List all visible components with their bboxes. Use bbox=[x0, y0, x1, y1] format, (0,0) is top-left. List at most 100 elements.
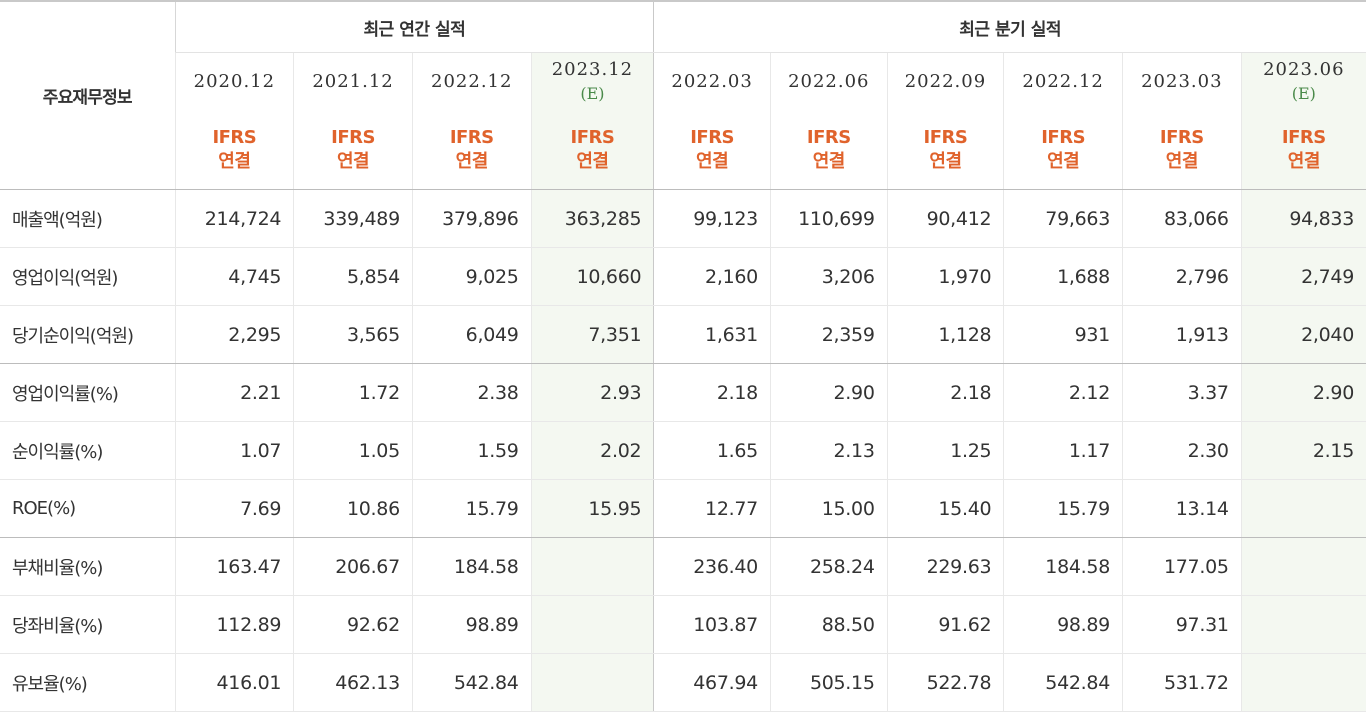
accounting-standard-header: IFRS 연결 bbox=[886, 111, 1004, 190]
metric-value: 542.84 bbox=[1003, 653, 1123, 712]
metric-value: 97.31 bbox=[1121, 595, 1242, 654]
metric-value: 91.62 bbox=[886, 595, 1004, 654]
accounting-standard-header: IFRS 연결 bbox=[530, 111, 654, 190]
estimate-marker: (E) bbox=[580, 84, 605, 103]
metric-value: 258.24 bbox=[769, 537, 888, 596]
metric-label: 매출액(억원) bbox=[0, 189, 176, 248]
metric-value: 184.58 bbox=[411, 537, 532, 596]
standard-type: IFRS bbox=[1159, 127, 1204, 148]
standard-type: IFRS bbox=[806, 127, 851, 148]
metric-value: 83,066 bbox=[1121, 189, 1242, 248]
metric-value: 7.69 bbox=[174, 479, 294, 538]
metric-value bbox=[1240, 479, 1366, 538]
period-date: 2022.12 bbox=[431, 71, 513, 92]
annual-group-header: 최근 연간 실적 bbox=[174, 0, 654, 53]
standard-type: IFRS bbox=[1281, 127, 1326, 148]
metric-value: 363,285 bbox=[530, 189, 654, 248]
metric-value: 177.05 bbox=[1121, 537, 1242, 596]
metric-value: 10.86 bbox=[293, 479, 413, 538]
metric-value: 3.37 bbox=[1121, 363, 1242, 422]
metric-value: 462.13 bbox=[293, 653, 413, 712]
metric-value: 9,025 bbox=[411, 247, 532, 306]
metric-value: 12.77 bbox=[653, 479, 771, 538]
table-row: 영업이익(억원) 4,745 5,854 9,025 10,660 2,160 3,206 1… bbox=[0, 247, 1366, 306]
metric-value: 90,412 bbox=[886, 189, 1004, 248]
period-date-header: 2023.12 (E) bbox=[530, 52, 654, 111]
row-header-title: 주요재무정보 bbox=[0, 0, 176, 190]
metric-value: 2,160 bbox=[653, 247, 771, 306]
metric-value: 3,565 bbox=[293, 305, 413, 364]
metric-value: 2.18 bbox=[886, 363, 1004, 422]
metric-value: 542.84 bbox=[411, 653, 532, 712]
metric-value: 163.47 bbox=[174, 537, 294, 596]
metric-value: 931 bbox=[1003, 305, 1123, 364]
period-date-header: 2020.12 bbox=[174, 52, 294, 111]
metric-value: 416.01 bbox=[174, 653, 294, 712]
standard-scope: 연결 bbox=[1287, 151, 1321, 172]
standard-scope: 연결 bbox=[1165, 151, 1199, 172]
metric-value: 2.12 bbox=[1003, 363, 1123, 422]
metric-value: 2,359 bbox=[769, 305, 888, 364]
metric-value: 1.72 bbox=[293, 363, 413, 422]
metric-value: 7,351 bbox=[530, 305, 654, 364]
metric-value: 10,660 bbox=[530, 247, 654, 306]
metric-value: 236.40 bbox=[653, 537, 771, 596]
metric-value bbox=[530, 537, 654, 596]
metric-value: 184.58 bbox=[1003, 537, 1123, 596]
metric-value: 92.62 bbox=[293, 595, 413, 654]
metric-value: 1,128 bbox=[886, 305, 1004, 364]
metric-value: 1.65 bbox=[653, 421, 771, 480]
metric-value bbox=[530, 653, 654, 712]
period-date-header: 2021.12 bbox=[293, 52, 413, 111]
standard-type: IFRS bbox=[449, 127, 494, 148]
metric-value: 2,796 bbox=[1121, 247, 1242, 306]
standard-scope: 연결 bbox=[812, 151, 846, 172]
metric-value: 2.38 bbox=[411, 363, 532, 422]
period-date: 2022.12 bbox=[1022, 71, 1104, 92]
metric-value bbox=[1240, 653, 1366, 712]
period-date: 2023.03 bbox=[1141, 71, 1223, 92]
metric-value: 2,295 bbox=[174, 305, 294, 364]
metric-value: 214,724 bbox=[174, 189, 294, 248]
metric-value: 112.89 bbox=[174, 595, 294, 654]
metric-value: 103.87 bbox=[653, 595, 771, 654]
period-date-header: 2022.03 bbox=[653, 52, 771, 111]
metric-value: 531.72 bbox=[1121, 653, 1242, 712]
metric-value bbox=[1240, 537, 1366, 596]
metric-value: 3,206 bbox=[769, 247, 888, 306]
metric-value: 2.93 bbox=[530, 363, 654, 422]
metric-value: 206.67 bbox=[293, 537, 413, 596]
accounting-standard-header: IFRS 연결 bbox=[411, 111, 532, 190]
standard-type: IFRS bbox=[331, 127, 375, 148]
period-date: 2023.12 bbox=[551, 59, 634, 80]
period-date-header: 2022.12 bbox=[1003, 52, 1123, 111]
standard-type: IFRS bbox=[923, 127, 968, 148]
metric-value: 15.95 bbox=[530, 479, 654, 538]
table-row: 당기순이익(억원) 2,295 3,565 6,049 7,351 1,631 2,359 1… bbox=[0, 305, 1366, 364]
metric-value: 1.59 bbox=[411, 421, 532, 480]
table-row: 유보율(%) 416.01 462.13 542.84 467.94 505.15 522.… bbox=[0, 653, 1366, 712]
metric-value: 1.17 bbox=[1003, 421, 1123, 480]
period-date-header: 2023.06 (E) bbox=[1240, 52, 1366, 111]
period-date: 2022.09 bbox=[904, 71, 987, 92]
period-date: 2022.06 bbox=[788, 71, 870, 92]
estimate-marker: (E) bbox=[1291, 84, 1316, 103]
table-row: 부채비율(%) 163.47 206.67 184.58 236.40 258.24 229… bbox=[0, 537, 1366, 596]
metric-value: 99,123 bbox=[653, 189, 771, 248]
metric-value: 2.30 bbox=[1121, 421, 1242, 480]
accounting-standard-header: IFRS 연결 bbox=[174, 111, 294, 190]
metric-label: 유보율(%) bbox=[0, 653, 176, 712]
accounting-standard-header: IFRS 연결 bbox=[1121, 111, 1242, 190]
standard-scope: 연결 bbox=[1047, 151, 1080, 172]
table-row: 영업이익률(%) 2.21 1.72 2.38 2.93 2.18 2.90 2.18 2.12… bbox=[0, 363, 1366, 422]
table-row: ROE(%) 7.69 10.86 15.79 15.95 12.77 15.00 15.40… bbox=[0, 479, 1366, 538]
metric-value: 522.78 bbox=[886, 653, 1004, 712]
metric-label: 영업이익률(%) bbox=[0, 363, 176, 422]
metric-value: 98.89 bbox=[411, 595, 532, 654]
metric-value: 505.15 bbox=[769, 653, 888, 712]
metric-label: 순이익률(%) bbox=[0, 421, 176, 480]
standard-type: IFRS bbox=[212, 127, 257, 148]
period-date-header: 2022.06 bbox=[769, 52, 888, 111]
metric-value: 467.94 bbox=[653, 653, 771, 712]
period-date-header: 2023.03 bbox=[1121, 52, 1242, 111]
